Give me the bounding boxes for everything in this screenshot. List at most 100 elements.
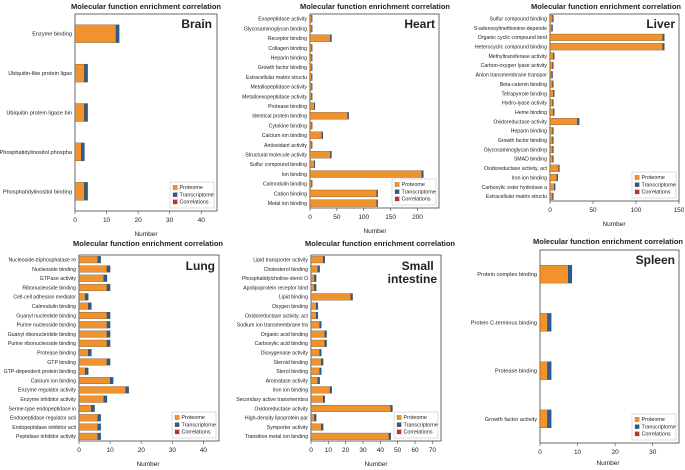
chart-liver-bar-proteome-17 (549, 174, 558, 182)
chart-heart-category-label-17: Calmodulin binding (263, 182, 307, 188)
chart-small-intestine-bar-transcriptome-19 (388, 432, 391, 440)
chart-spleen-bars (539, 265, 573, 428)
chart-small-intestine-panel-label-2: intestine (388, 272, 438, 286)
chart-spleen-category-labels: Protein complex binding Protein C-terminu… (471, 272, 537, 423)
chart-heart-bar-transcriptome-6 (311, 73, 313, 81)
chart-lung-x-tick-label-1: 10 (106, 447, 114, 454)
chart-brain-bar-proteome-3 (74, 142, 82, 162)
chart-heart-category-label-8: Metalloexopeptidase activity (242, 94, 307, 100)
chart-spleen-bar-transcriptome-2 (547, 361, 552, 380)
chart-heart-bar-transcriptome-14 (330, 151, 332, 159)
chart-small-intestine-bar-proteome-15 (310, 395, 324, 403)
chart-heart-bar-transcriptome-16 (421, 170, 424, 178)
chart-heart-bar-proteome-11 (309, 121, 312, 130)
chart-spleen-bar-transcriptome-3 (547, 409, 552, 428)
chart-brain-panel-label: Brain (181, 17, 212, 31)
chart-small-intestine-bar-transcriptome-16 (390, 404, 393, 412)
chart-heart-legend-label-2: Correlations (402, 197, 431, 203)
chart-small-intestine-bar-transcriptome-14 (329, 386, 332, 394)
chart-lung-bar-proteome-14 (78, 386, 126, 394)
chart-heart-title: Molecular function enrichment correlatio… (300, 2, 450, 11)
chart-heart-category-label-14: Structural molecule activity (245, 152, 307, 158)
chart-small-intestine-category-label-12: Sterol binding (276, 369, 308, 375)
chart-liver-bar-proteome-18 (549, 183, 555, 191)
chart-spleen-legend-swatch-2 (634, 431, 640, 437)
chart-spleen-x-tick-label-2: 20 (612, 449, 620, 456)
chart-liver-frame (549, 13, 680, 202)
chart-liver-category-label-1: S-adenosylmethionine-depende (474, 26, 547, 32)
chart-brain-category-label-3: Phosphatidylinositol phospha (0, 150, 73, 156)
chart-small-intestine-bar-proteome-14 (310, 386, 331, 394)
chart-brain-legend-box (169, 181, 215, 209)
chart-small-intestine-legend-label-0: Proteome (404, 415, 427, 421)
chart-heart-bar-proteome-2 (309, 34, 331, 42)
chart-small-intestine-category-label-19: Transition metal ion binding (245, 434, 308, 440)
chart-small-intestine-bar-transcriptome-6 (316, 311, 319, 319)
chart-heart-bar-transcriptome-3 (311, 44, 313, 52)
chart-heart-x-tick-label-0: 0 (308, 214, 312, 221)
chart-heart-bar-proteome-18 (309, 189, 377, 198)
chart-brain-bar-proteome-1 (74, 63, 85, 83)
chart-liver-category-label-8: Tetrapyrrole binding (501, 91, 547, 97)
chart-lung-bar-transcriptome-10 (88, 349, 92, 357)
chart-liver-bar-proteome-11 (549, 118, 578, 126)
chart-spleen-legend-swatch-1 (634, 424, 640, 429)
chart-brain-category-labels: Enzyme binding Ubiquitin-like protein lig… (0, 32, 73, 196)
chart-heart-category-label-11: Cytokine binding (269, 123, 307, 129)
chart-liver-bar-proteome-1 (549, 24, 552, 32)
chart-liver-bar-proteome-9 (549, 99, 553, 107)
chart-brain: Molecular function enrichment correlatio… (0, 2, 221, 238)
chart-small-intestine-bar-transcriptome-10 (319, 349, 322, 357)
chart-spleen-category-label-3: Growth factor activity (485, 417, 537, 423)
chart-small-intestine: Molecular function enrichment correlatio… (236, 239, 455, 468)
chart-lung-bar-transcriptome-2 (103, 274, 108, 282)
chart-liver-legend-swatch-1 (634, 182, 640, 187)
chart-heart-legend-label-1: Transcriptome (402, 189, 436, 195)
chart-lung-bar-proteome-5 (78, 302, 89, 310)
chart-brain-category-label-2: Ubiquitin protein ligase bin (6, 110, 72, 116)
chart-lung-bar-proteome-6 (78, 311, 108, 319)
chart-liver-bar-transcriptome-7 (552, 80, 554, 88)
chart-lung-bar-proteome-1 (78, 265, 108, 273)
chart-lung-bar-transcriptome-16 (91, 404, 95, 412)
chart-heart-bar-proteome-6 (309, 73, 312, 81)
chart-lung-category-label-7: Purine nucleoside binding (17, 323, 77, 329)
chart-spleen-bar-proteome-3 (539, 409, 548, 428)
chart-small-intestine-bar-proteome-3 (310, 284, 315, 292)
chart-small-intestine-category-label-15: Secondary active transmembra (236, 397, 308, 403)
chart-lung-bar-transcriptome-19 (97, 432, 101, 440)
chart-brain-legend-label-2: Correlations (180, 200, 209, 206)
chart-lung-x-axis: 0 10 20 30 40 (77, 441, 207, 454)
chart-small-intestine-bar-proteome-11 (310, 358, 322, 366)
chart-small-intestine-x-tick-label-2: 20 (342, 447, 350, 454)
chart-small-intestine-category-label-9: Carboxylic acid binding (255, 341, 308, 347)
chart-brain-x-tick-label-4: 40 (198, 217, 206, 224)
chart-lung-legend-label-1: Transcriptome (182, 422, 216, 428)
chart-heart-category-label-15: Sulfur compound binding (250, 162, 308, 168)
chart-brain-x-tick-label-2: 20 (134, 217, 142, 224)
chart-small-intestine-bar-proteome-10 (310, 349, 320, 357)
chart-liver-category-label-7: Beta-catenin binding (500, 82, 547, 88)
chart-lung: Molecular function enrichment correlatio… (4, 239, 224, 468)
chart-small-intestine-legend-box (393, 411, 439, 439)
chart-lung-bar-proteome-0 (78, 256, 98, 264)
chart-liver-bar-transcriptome-0 (552, 15, 554, 23)
chart-small-intestine-bar-transcriptome-5 (316, 302, 319, 310)
chart-liver-bar-transcriptome-11 (577, 118, 580, 126)
chart-liver-bar-proteome-16 (549, 164, 559, 172)
chart-small-intestine-bar-proteome-16 (310, 404, 391, 412)
chart-lung-legend-box (171, 411, 217, 439)
chart-heart-bar-transcriptome-9 (314, 102, 316, 110)
chart-lung-xlabel: Number (136, 461, 160, 468)
chart-spleen-legend-label-2: Correlations (642, 432, 671, 438)
chart-lung-bar-transcriptome-13 (109, 377, 114, 385)
chart-small-intestine-bar-transcriptome-12 (319, 367, 322, 375)
chart-liver-bar-transcriptome-16 (558, 164, 560, 172)
chart-heart-bars (309, 15, 424, 207)
chart-small-intestine-x-axis: 0 10 20 30 40 50 60 70 (309, 441, 436, 454)
chart-lung-bar-transcriptome-11 (106, 358, 111, 366)
chart-spleen-frame (539, 249, 680, 444)
